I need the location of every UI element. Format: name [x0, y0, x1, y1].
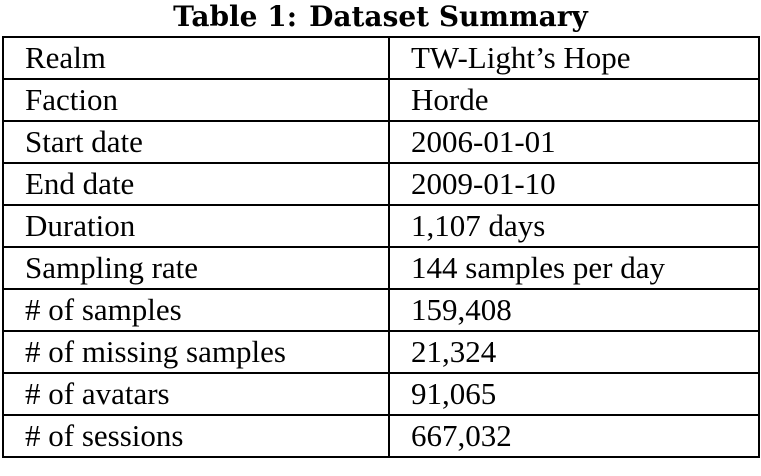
table-row: # of samples 159,408: [2, 288, 760, 332]
table-cell-key: # of sessions: [2, 414, 390, 458]
table-cell-value: 1,107 days: [388, 204, 760, 248]
table-caption-title: Dataset Summary: [309, 0, 588, 33]
table-cell-key: Duration: [2, 204, 390, 248]
table-cell-key: End date: [2, 162, 390, 206]
table-cell-value: Horde: [388, 78, 760, 122]
table-row: Sampling rate 144 samples per day: [2, 246, 760, 290]
table-row: # of sessions 667,032: [2, 414, 760, 458]
table-cell-key: # of avatars: [2, 372, 390, 416]
table-row: Faction Horde: [2, 78, 760, 122]
table-cell-key: Sampling rate: [2, 246, 390, 290]
table-cell-key: Start date: [2, 120, 390, 164]
table-row: End date 2009-01-10: [2, 162, 760, 206]
table-row: # of avatars 91,065: [2, 372, 760, 416]
table-cell-key: # of samples: [2, 288, 390, 332]
table-caption-label: Table 1:: [173, 0, 298, 33]
table-cell-value: 2006-01-01: [388, 120, 760, 164]
table-cell-value: 21,324: [388, 330, 760, 374]
table-cell-value: 667,032: [388, 414, 760, 458]
table-row: Duration 1,107 days: [2, 204, 760, 248]
table-cell-key: Realm: [2, 36, 390, 80]
table-caption: Table 1: Dataset Summary: [0, 0, 761, 34]
table-row: Realm TW-Light’s Hope: [2, 36, 760, 80]
table-cell-value: 159,408: [388, 288, 760, 332]
dataset-summary-table: Realm TW-Light’s Hope Faction Horde Star…: [2, 36, 760, 458]
table-cell-value: TW-Light’s Hope: [388, 36, 760, 80]
table-row: Start date 2006-01-01: [2, 120, 760, 164]
table-cell-key: Faction: [2, 78, 390, 122]
table-cell-value: 144 samples per day: [388, 246, 760, 290]
table-cell-value: 2009-01-10: [388, 162, 760, 206]
table-cell-value: 91,065: [388, 372, 760, 416]
table-cell-key: # of missing samples: [2, 330, 390, 374]
table-row: # of missing samples 21,324: [2, 330, 760, 374]
